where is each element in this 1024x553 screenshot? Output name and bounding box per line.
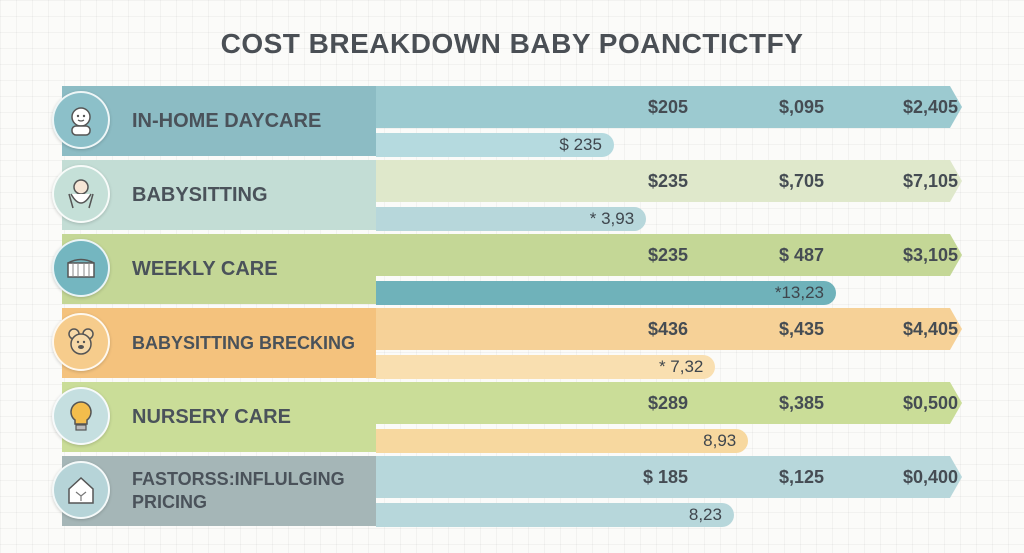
category-label: WEEKLY CARE	[132, 258, 278, 280]
sub-bar: *13,23	[376, 281, 836, 305]
category-row: 8,23 FASTORSS:INFLULGING PRICING $ 185 $,12…	[0, 456, 1024, 527]
category-row: *13,23 WEEKLY CARE $235 $ 487 $3,105	[0, 234, 1024, 305]
sub-bar-value: *13,23	[774, 283, 824, 302]
value-label: $436	[647, 319, 688, 339]
sub-bar-value: 8,23	[688, 505, 722, 524]
value-label: $235	[647, 245, 688, 265]
category-row: * 3,93 BABYSITTING $235 $,705 $7,105	[0, 160, 1024, 231]
sub-bar: 8,23	[376, 503, 734, 527]
category-label: FASTORSS:INFLULGING PRICING	[132, 469, 345, 512]
value-label: $235	[647, 171, 688, 191]
sub-bar-value: * 3,93	[589, 209, 635, 228]
value-label: $,385	[778, 393, 824, 413]
value-label: $,435	[778, 319, 824, 339]
value-label: $ 185	[642, 467, 688, 487]
category-row: 8,93 NURSERY CARE $289 $,385 $0,500	[0, 382, 1024, 453]
category-row: * 7,32 BABYSITTING BRECKING $436 $,435 $4,40…	[0, 308, 1024, 379]
label-block	[62, 382, 376, 452]
category-label: NURSERY CARE	[132, 406, 291, 428]
value-label: $ 487	[778, 245, 824, 265]
value-label: $4,405	[902, 319, 958, 339]
value-label: $,705	[778, 171, 824, 191]
category-label: BABYSITTING	[132, 184, 268, 206]
value-label: $2,405	[902, 97, 958, 117]
value-label: $0,500	[902, 393, 958, 413]
value-label: $3,105	[902, 245, 958, 265]
sub-bar-value: $ 235	[559, 135, 602, 154]
house-icon	[52, 461, 110, 519]
chart-title: COST BREAKDOWN BABY POANCTICTFY	[220, 28, 804, 59]
category-label: BABYSITTING BRECKING	[132, 332, 356, 353]
sub-bar-value: 8,93	[703, 431, 737, 450]
teddy-bear-icon	[52, 313, 110, 371]
value-label: $7,105	[902, 171, 958, 191]
label-block	[62, 308, 376, 378]
value-label: $289	[647, 393, 688, 413]
sub-bar: * 3,93	[376, 207, 647, 231]
label-block	[62, 160, 376, 230]
label-block	[62, 234, 376, 304]
sub-bar: 8,93	[376, 429, 749, 453]
value-label: $,125	[778, 467, 824, 487]
value-label: $,095	[778, 97, 824, 117]
category-label: IN-HOME DAYCARE	[132, 110, 322, 132]
value-label: $0,400	[902, 467, 958, 487]
value-label: $205	[647, 97, 688, 117]
sub-bar: * 7,32	[376, 355, 716, 379]
baby-face-icon	[52, 91, 110, 149]
category-row: $ 235 IN-HOME DAYCARE $205 $,095 $2,405	[0, 86, 1024, 157]
label-block	[62, 86, 376, 156]
baby-carrier-icon	[52, 165, 110, 223]
light-bulb-icon	[52, 387, 110, 445]
crib-icon	[52, 239, 110, 297]
label-block	[62, 456, 376, 526]
sub-bar: $ 235	[376, 133, 614, 157]
sub-bar-value: * 7,32	[658, 357, 704, 376]
